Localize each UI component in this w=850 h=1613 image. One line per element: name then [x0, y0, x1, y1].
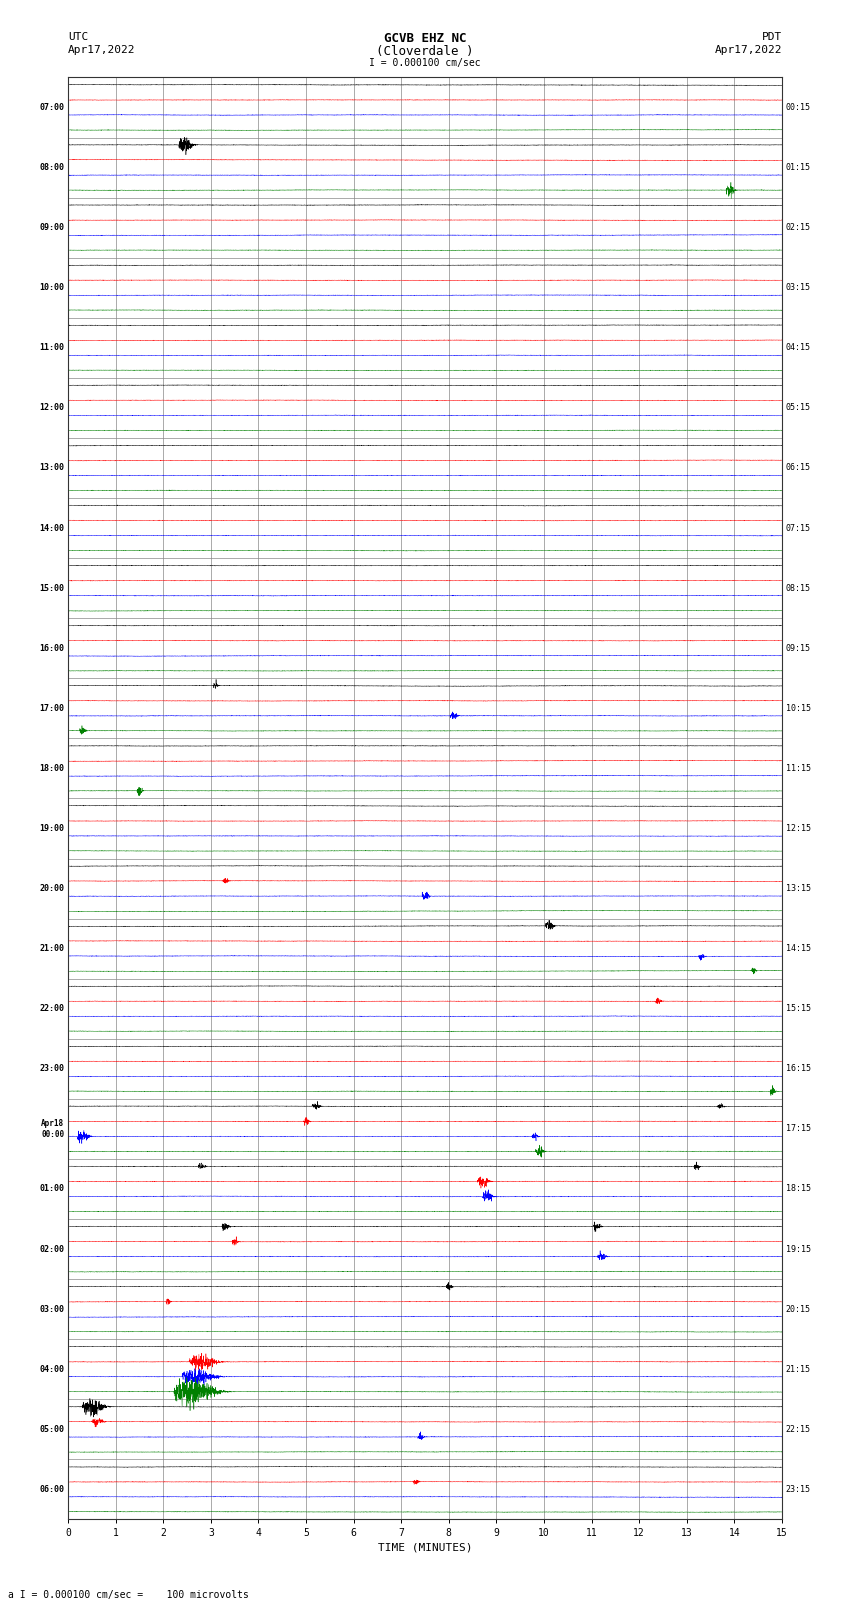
Text: 02:00: 02:00: [39, 1245, 65, 1253]
X-axis label: TIME (MINUTES): TIME (MINUTES): [377, 1542, 473, 1553]
Text: 14:15: 14:15: [785, 944, 811, 953]
Text: 14:00: 14:00: [39, 524, 65, 532]
Text: 18:15: 18:15: [785, 1184, 811, 1194]
Text: PDT: PDT: [762, 32, 782, 42]
Text: UTC: UTC: [68, 32, 88, 42]
Text: 07:15: 07:15: [785, 524, 811, 532]
Text: 23:00: 23:00: [39, 1065, 65, 1073]
Text: 13:00: 13:00: [39, 463, 65, 473]
Text: 22:15: 22:15: [785, 1424, 811, 1434]
Text: Apr17,2022: Apr17,2022: [715, 45, 782, 55]
Text: I = 0.000100 cm/sec: I = 0.000100 cm/sec: [369, 58, 481, 68]
Text: 21:15: 21:15: [785, 1365, 811, 1374]
Text: 01:15: 01:15: [785, 163, 811, 173]
Text: 05:00: 05:00: [39, 1424, 65, 1434]
Text: 15:00: 15:00: [39, 584, 65, 592]
Text: 02:15: 02:15: [785, 223, 811, 232]
Text: 04:15: 04:15: [785, 344, 811, 352]
Text: 03:00: 03:00: [39, 1305, 65, 1313]
Text: 11:15: 11:15: [785, 765, 811, 773]
Text: 01:00: 01:00: [39, 1184, 65, 1194]
Text: 17:15: 17:15: [785, 1124, 811, 1134]
Text: 12:00: 12:00: [39, 403, 65, 413]
Text: a I = 0.000100 cm/sec =    100 microvolts: a I = 0.000100 cm/sec = 100 microvolts: [8, 1590, 249, 1600]
Text: 15:15: 15:15: [785, 1005, 811, 1013]
Text: 22:00: 22:00: [39, 1005, 65, 1013]
Text: (Cloverdale ): (Cloverdale ): [377, 45, 473, 58]
Text: 19:15: 19:15: [785, 1245, 811, 1253]
Text: 03:15: 03:15: [785, 284, 811, 292]
Text: 10:00: 10:00: [39, 284, 65, 292]
Text: 21:00: 21:00: [39, 944, 65, 953]
Text: 18:00: 18:00: [39, 765, 65, 773]
Text: 09:00: 09:00: [39, 223, 65, 232]
Text: 00:15: 00:15: [785, 103, 811, 111]
Text: Apr18: Apr18: [42, 1119, 65, 1127]
Text: 20:00: 20:00: [39, 884, 65, 894]
Text: 04:00: 04:00: [39, 1365, 65, 1374]
Text: 07:00: 07:00: [39, 103, 65, 111]
Text: 08:00: 08:00: [39, 163, 65, 173]
Text: 06:15: 06:15: [785, 463, 811, 473]
Text: 17:00: 17:00: [39, 703, 65, 713]
Text: 20:15: 20:15: [785, 1305, 811, 1313]
Text: 16:15: 16:15: [785, 1065, 811, 1073]
Text: 12:15: 12:15: [785, 824, 811, 832]
Text: 19:00: 19:00: [39, 824, 65, 832]
Text: Apr17,2022: Apr17,2022: [68, 45, 135, 55]
Text: 11:00: 11:00: [39, 344, 65, 352]
Text: 06:00: 06:00: [39, 1486, 65, 1494]
Text: 23:15: 23:15: [785, 1486, 811, 1494]
Text: 09:15: 09:15: [785, 644, 811, 653]
Text: 13:15: 13:15: [785, 884, 811, 894]
Text: 00:00: 00:00: [42, 1131, 65, 1139]
Text: 08:15: 08:15: [785, 584, 811, 592]
Text: 10:15: 10:15: [785, 703, 811, 713]
Text: 16:00: 16:00: [39, 644, 65, 653]
Text: GCVB EHZ NC: GCVB EHZ NC: [383, 32, 467, 45]
Text: 05:15: 05:15: [785, 403, 811, 413]
